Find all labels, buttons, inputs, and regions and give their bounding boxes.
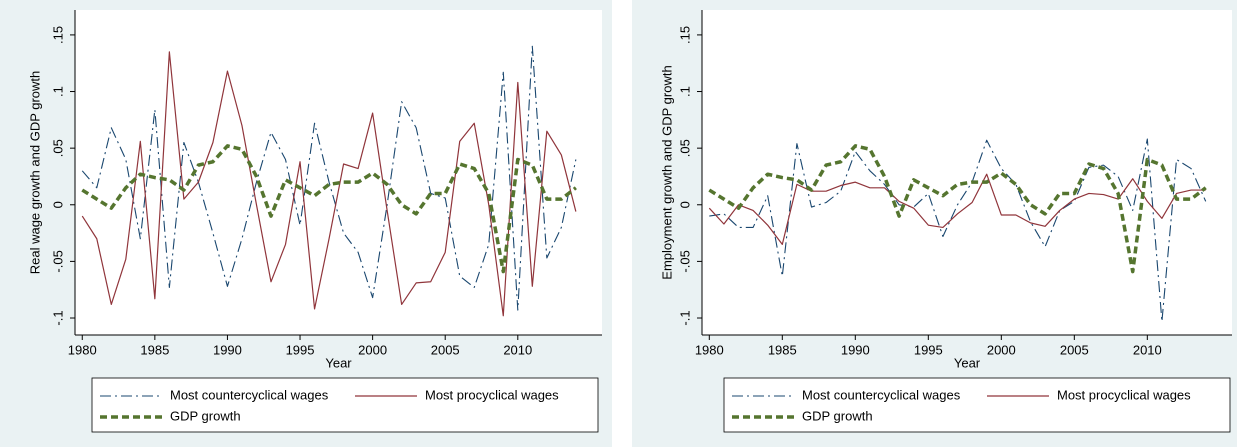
x-tick-label: 2010 (1133, 342, 1162, 357)
x-axis-title: Year (954, 355, 981, 370)
y-tick-label: 0 (677, 201, 692, 208)
x-tick-label: 2005 (1060, 342, 1089, 357)
legend-label: Most procyclical wages (1057, 387, 1191, 402)
y-axis-title: Real wage growth and GDP growth (27, 71, 42, 275)
x-tick-label: 1990 (213, 342, 242, 357)
series-line (81, 144, 577, 274)
x-axis-title: Year (325, 355, 352, 370)
y-tick-label: .05 (677, 139, 692, 157)
y-axis-title: Employment growth and GDP growth (659, 65, 674, 279)
legend-label: Most countercyclical wages (802, 387, 961, 402)
x-tick-label: 2000 (358, 342, 387, 357)
x-tick-label: 2000 (987, 342, 1016, 357)
x-tick-label: 1985 (768, 342, 797, 357)
series-line (81, 45, 577, 311)
x-tick-label: 1985 (140, 342, 169, 357)
x-tick-label: 1980 (68, 342, 97, 357)
y-tick-label: -.1 (50, 310, 65, 325)
x-tick-label: 1980 (695, 342, 724, 357)
y-tick-label: .15 (677, 26, 692, 44)
x-tick-label: 2005 (431, 342, 460, 357)
plot-area (702, 10, 1232, 335)
y-tick-label: .15 (50, 26, 65, 44)
series-line (81, 51, 577, 317)
x-tick-label: 1995 (286, 342, 315, 357)
y-tick-label: .1 (677, 86, 692, 97)
y-tick-label: -.05 (677, 250, 692, 272)
legend-box (723, 377, 1231, 433)
legend-label: Most procyclical wages (425, 387, 559, 402)
y-tick-label: 0 (50, 201, 65, 208)
legend-label: GDP growth (802, 408, 873, 423)
x-tick-label: 2010 (503, 342, 532, 357)
y-tick-label: -.1 (677, 310, 692, 325)
y-tick-label: .1 (50, 86, 65, 97)
series-line (709, 138, 1207, 322)
legend-box (91, 377, 599, 433)
x-tick-label: 1995 (914, 342, 943, 357)
legend-label: Most countercyclical wages (170, 387, 329, 402)
series-line (708, 144, 1207, 274)
y-tick-label: -.05 (50, 250, 65, 272)
x-tick-label: 1990 (841, 342, 870, 357)
series-line (708, 173, 1206, 246)
legend-label: GDP growth (170, 408, 241, 423)
y-tick-label: .05 (50, 139, 65, 157)
